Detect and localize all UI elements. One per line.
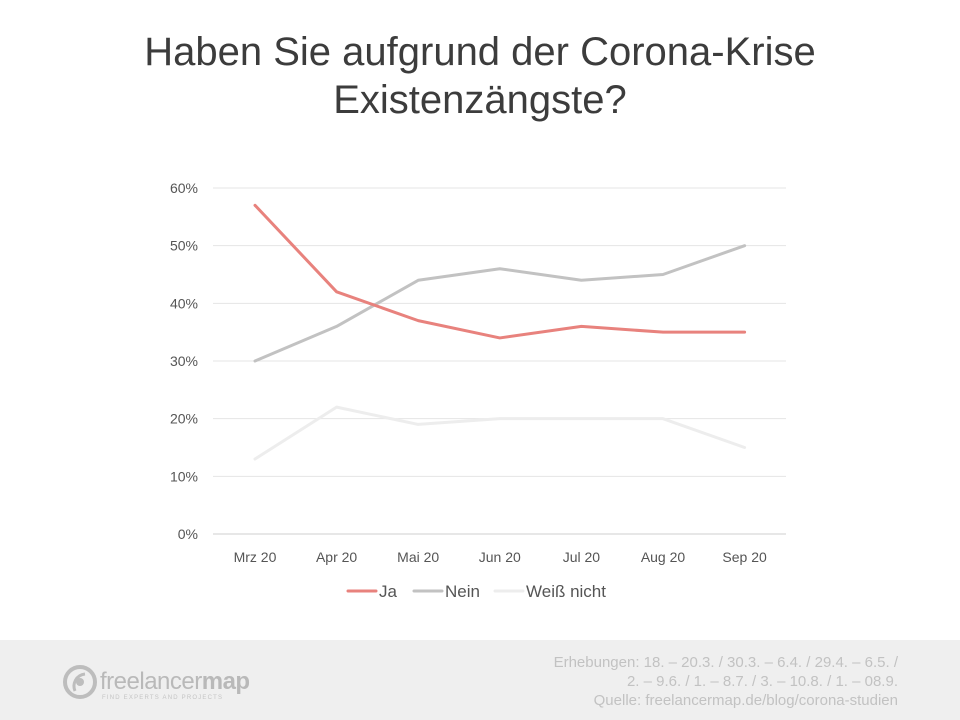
y-tick-label: 10%	[170, 468, 198, 484]
y-tick-label: 30%	[170, 353, 198, 369]
logo-tagline: FIND EXPERTS AND PROJECTS	[102, 695, 224, 701]
logo-wordmark: freelancermap	[100, 668, 250, 696]
x-tick-label: Mai 20	[397, 549, 439, 565]
series-line	[253, 244, 747, 363]
legend-label: Ja	[379, 582, 398, 601]
legend-label: Nein	[445, 582, 480, 601]
logo-wordmark-light: freelancer	[100, 668, 202, 695]
x-tick-label: Aug 20	[641, 549, 686, 565]
x-tick-label: Sep 20	[722, 549, 767, 565]
line-chart: 0% 10% 20% 30% 40% 50% 60% Mrz 20 Apr 20 Mai 20 Ju…	[170, 180, 786, 601]
freelancermap-logo-icon	[63, 665, 97, 699]
chart-title: Haben Sie aufgrund der Corona-Krise Exis…	[0, 28, 960, 124]
y-tick-label: 0%	[178, 526, 198, 542]
y-tick-label: 60%	[170, 180, 198, 196]
source-line: Quelle: freelancermap.de/blog/corona-stu…	[593, 692, 898, 709]
survey-dates-line-2: 2. – 9.6. / 1. – 8.7. / 3. – 10.8. / 1. …	[626, 673, 898, 690]
chart-title-line-1: Haben Sie aufgrund der Corona-Krise	[144, 30, 816, 74]
series-line	[253, 203, 747, 340]
x-tick-label: Mrz 20	[234, 549, 277, 565]
chart-title-line-2: Existenzängste?	[333, 78, 627, 122]
x-tick-label: Jun 20	[479, 549, 521, 565]
series-line	[253, 405, 747, 461]
x-tick-label: Apr 20	[316, 549, 357, 565]
x-tick-label: Jul 20	[563, 549, 601, 565]
footer: freelancermap FIND EXPERTS AND PROJECTS …	[0, 640, 960, 720]
legend-label: Weiß nicht	[526, 582, 606, 601]
y-tick-label: 20%	[170, 411, 198, 427]
survey-dates-line-1: Erhebungen: 18. – 20.3. / 30.3. – 6.4. /…	[553, 654, 898, 671]
y-tick-label: 50%	[170, 238, 198, 254]
source-note: Erhebungen: 18. – 20.3. / 30.3. – 6.4. /…	[554, 653, 898, 710]
y-tick-label: 40%	[170, 295, 198, 311]
logo-wordmark-bold: map	[201, 668, 250, 695]
